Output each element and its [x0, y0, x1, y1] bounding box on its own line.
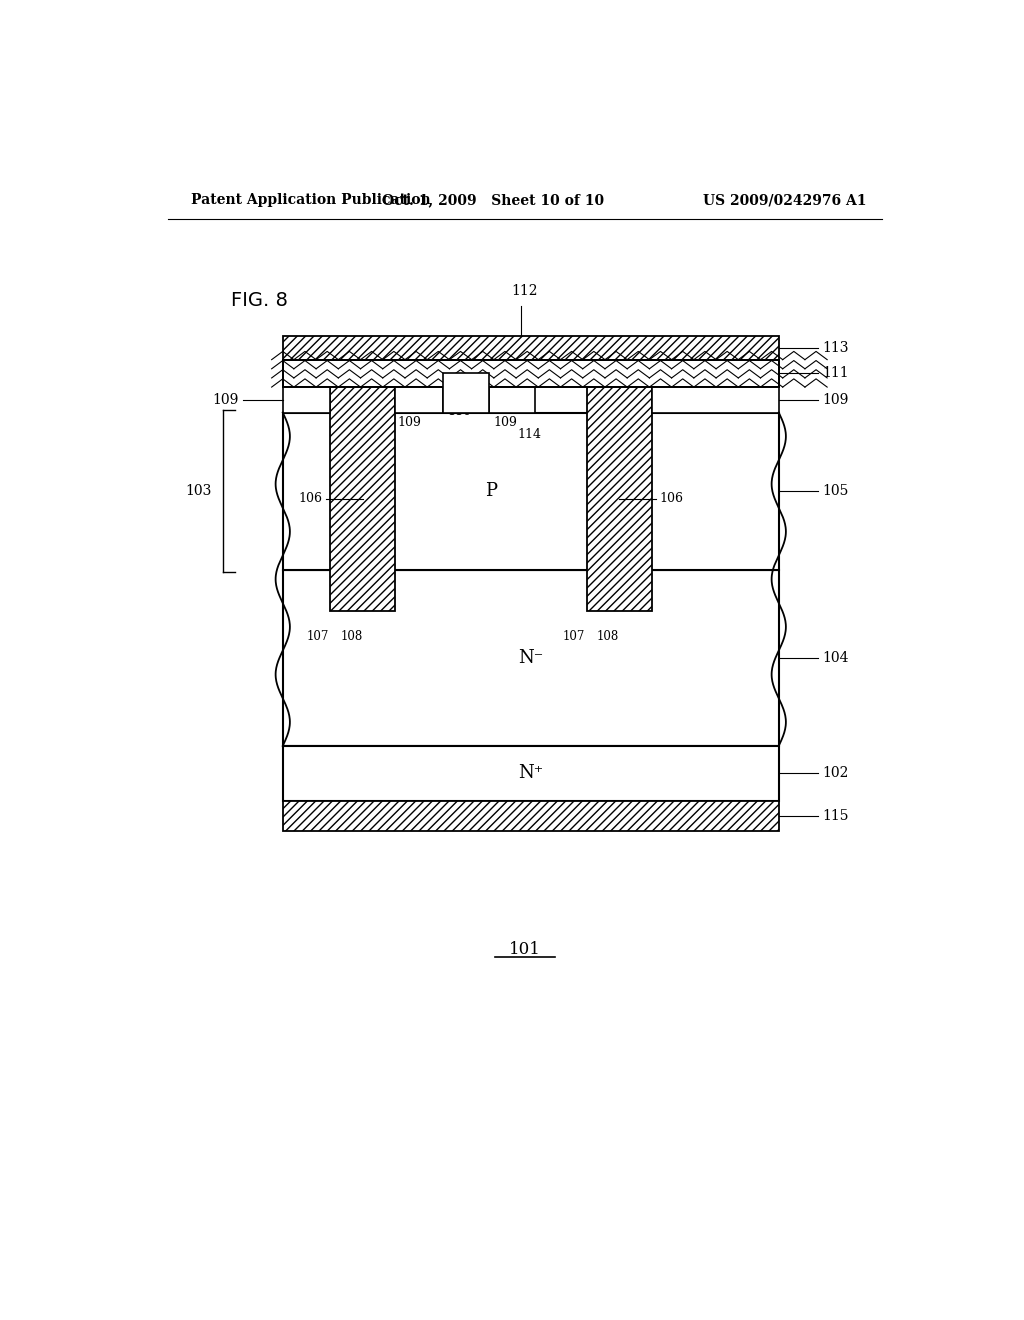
Text: 114: 114	[518, 428, 542, 441]
Text: Patent Application Publication: Patent Application Publication	[191, 193, 431, 207]
Text: 109: 109	[822, 393, 849, 407]
Text: P: P	[485, 482, 497, 500]
Text: 109: 109	[213, 393, 240, 407]
Text: 108: 108	[340, 630, 362, 643]
Bar	[283, 413, 778, 570]
Text: P⁺: P⁺	[459, 381, 474, 395]
Text: 110: 110	[447, 405, 472, 418]
Bar	[651, 387, 778, 412]
Text: 103: 103	[185, 484, 211, 498]
Bar	[283, 337, 778, 359]
Bar	[283, 570, 778, 746]
Bar	[283, 359, 778, 387]
Bar	[283, 359, 778, 387]
Text: N⁺: N⁺	[518, 764, 544, 783]
Text: 112: 112	[512, 284, 538, 297]
Bar	[489, 387, 536, 412]
Text: 111: 111	[822, 367, 849, 380]
Bar	[283, 359, 778, 387]
Text: 106: 106	[659, 492, 684, 506]
Text: US 2009/0242976 A1: US 2009/0242976 A1	[702, 193, 866, 207]
Bar	[331, 387, 395, 611]
Text: 101: 101	[509, 941, 541, 957]
Bar	[443, 372, 489, 412]
Text: 115: 115	[822, 809, 849, 822]
Text: 113: 113	[822, 341, 849, 355]
Text: N⁺: N⁺	[492, 393, 509, 407]
Text: 107: 107	[563, 630, 585, 643]
Bar	[395, 387, 443, 412]
Text: 109: 109	[493, 416, 517, 429]
Text: 105: 105	[822, 484, 849, 498]
Text: N⁺: N⁺	[399, 393, 417, 407]
Bar	[283, 801, 778, 832]
Text: 107: 107	[306, 630, 329, 643]
Text: N⁺: N⁺	[723, 393, 742, 407]
Bar	[283, 746, 778, 801]
Text: N⁺: N⁺	[291, 393, 310, 407]
Text: 108: 108	[596, 630, 618, 643]
Text: 106: 106	[298, 492, 323, 506]
Text: 104: 104	[822, 651, 849, 665]
Text: Oct. 1, 2009   Sheet 10 of 10: Oct. 1, 2009 Sheet 10 of 10	[382, 193, 604, 207]
Text: N⁻: N⁻	[518, 649, 544, 667]
Text: 109: 109	[397, 416, 422, 429]
Bar	[587, 387, 651, 611]
Bar	[283, 387, 331, 412]
Text: 102: 102	[822, 767, 849, 780]
Text: FIG. 8: FIG. 8	[231, 292, 288, 310]
